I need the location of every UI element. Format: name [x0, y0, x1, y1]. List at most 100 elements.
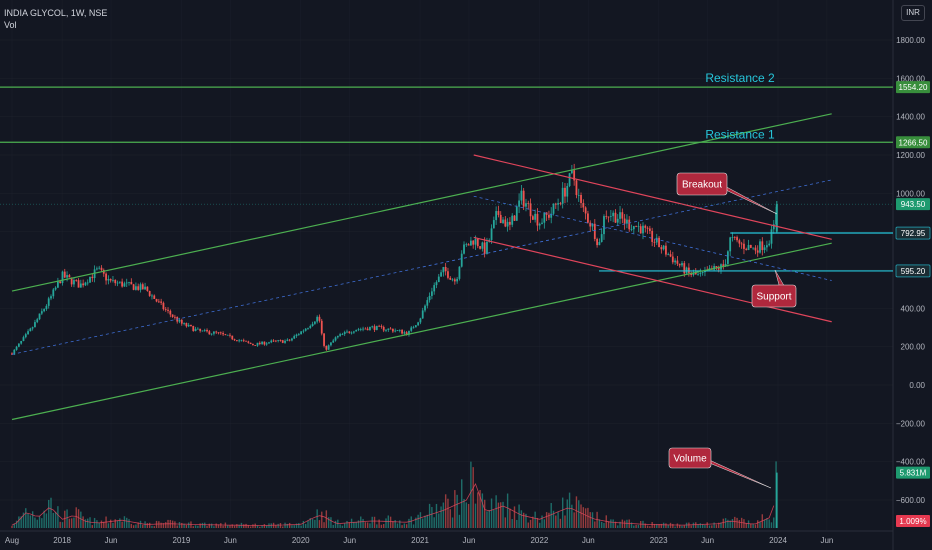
candle-body	[635, 226, 638, 227]
candle-body	[717, 267, 720, 270]
volume-bar	[11, 525, 13, 528]
candle-body	[511, 215, 514, 225]
volume-bar	[607, 521, 610, 528]
volume-bar	[506, 493, 509, 528]
candle-body	[589, 222, 592, 227]
candle-body	[362, 328, 364, 330]
candle-body	[697, 273, 699, 275]
candle-body	[222, 333, 224, 335]
volume-bar	[360, 516, 362, 528]
volume-bar	[57, 506, 59, 528]
candle-body	[552, 203, 555, 214]
volume-callout[interactable]: Volume	[668, 447, 772, 489]
currency-button[interactable]: INR	[901, 5, 925, 21]
volume-bar	[667, 524, 669, 528]
candle-body	[587, 213, 589, 223]
candle-body	[414, 325, 417, 328]
volume-bar	[518, 504, 520, 528]
candle-body	[38, 313, 41, 320]
candle-body	[754, 247, 757, 251]
volume-bar	[323, 522, 325, 528]
volume-bar	[612, 519, 614, 528]
volume-bar	[497, 502, 500, 528]
volume-bar	[697, 524, 699, 528]
candle-body	[265, 343, 268, 345]
symbol-title[interactable]: INDIA GLYCOL, 1W, NSE	[4, 8, 108, 18]
candle-body	[745, 248, 748, 250]
candle-body	[678, 263, 681, 266]
candle-body	[258, 342, 261, 344]
volume-bar	[15, 520, 18, 528]
candle-body	[568, 173, 571, 187]
drawings[interactable]	[0, 86, 893, 421]
candle-body	[160, 301, 163, 303]
volume-bar	[419, 512, 422, 528]
volume-bar	[307, 520, 309, 528]
candle-body	[435, 282, 438, 286]
callouts[interactable]: Resistance 2 Resistance 1 Breakout Support V…	[668, 71, 797, 489]
breakout-callout[interactable]: Breakout	[676, 172, 778, 215]
volume-bar	[302, 520, 305, 528]
support-callout[interactable]: Support	[751, 269, 797, 308]
candle-body	[600, 234, 603, 242]
candle-body	[341, 334, 344, 335]
volume-bar	[295, 523, 298, 528]
candle-body	[66, 275, 68, 278]
volume-bar	[348, 522, 350, 528]
volume-bar	[204, 522, 206, 528]
volume-bar	[350, 518, 353, 528]
candle-body	[95, 268, 98, 270]
candle-body	[770, 229, 773, 244]
volume-bar	[316, 509, 318, 528]
price-label: 1266.50	[896, 136, 930, 149]
volume-bar	[415, 517, 417, 528]
volume-bar	[708, 525, 711, 528]
candle-body	[357, 329, 360, 331]
volume-bar	[54, 511, 57, 528]
price-label-bg	[896, 81, 930, 94]
candle-body	[343, 332, 346, 335]
volume-bar	[486, 511, 488, 528]
candle-body	[24, 334, 27, 338]
x-tick-label: 2023	[650, 536, 668, 545]
candle-body	[291, 338, 293, 341]
volume-bar	[208, 523, 211, 528]
candle-body	[749, 244, 752, 248]
candle-body	[91, 276, 94, 279]
volume-bar	[401, 525, 403, 528]
y-tick-label: 400.00	[901, 304, 926, 313]
volume-bar	[148, 522, 151, 528]
candle-body	[430, 291, 433, 296]
candle-body	[472, 240, 475, 245]
price-label-bg	[896, 466, 930, 479]
volume-bar	[442, 502, 445, 528]
candle-body	[669, 254, 672, 257]
volume-bar	[561, 497, 564, 528]
y-tick-label: 1400.00	[896, 113, 925, 122]
candle-body	[256, 342, 259, 346]
candle-body	[401, 330, 403, 334]
volume-bar	[580, 504, 582, 528]
volume-bar	[525, 513, 527, 528]
volume-bar	[467, 503, 470, 528]
volume-bar	[653, 523, 656, 528]
candle-body	[614, 212, 617, 223]
volume-bar	[288, 522, 291, 528]
candle-body	[226, 334, 229, 336]
volume-bar	[59, 521, 61, 528]
candle-body	[316, 316, 319, 322]
candle-body	[199, 328, 202, 331]
price-label-text: 1554.20	[899, 83, 928, 92]
candle-body	[453, 279, 456, 282]
volume-bar	[181, 522, 183, 528]
x-tick-label: 2019	[173, 536, 191, 545]
candle-body	[470, 240, 472, 246]
volume-bar	[644, 523, 646, 528]
price-label-text: 595.20	[901, 267, 926, 276]
candle-body	[371, 326, 374, 328]
volume-bar	[438, 513, 440, 528]
candle-body	[607, 216, 610, 218]
volume-indicator-label[interactable]: Vol	[4, 20, 17, 30]
volume-bar	[405, 524, 408, 528]
